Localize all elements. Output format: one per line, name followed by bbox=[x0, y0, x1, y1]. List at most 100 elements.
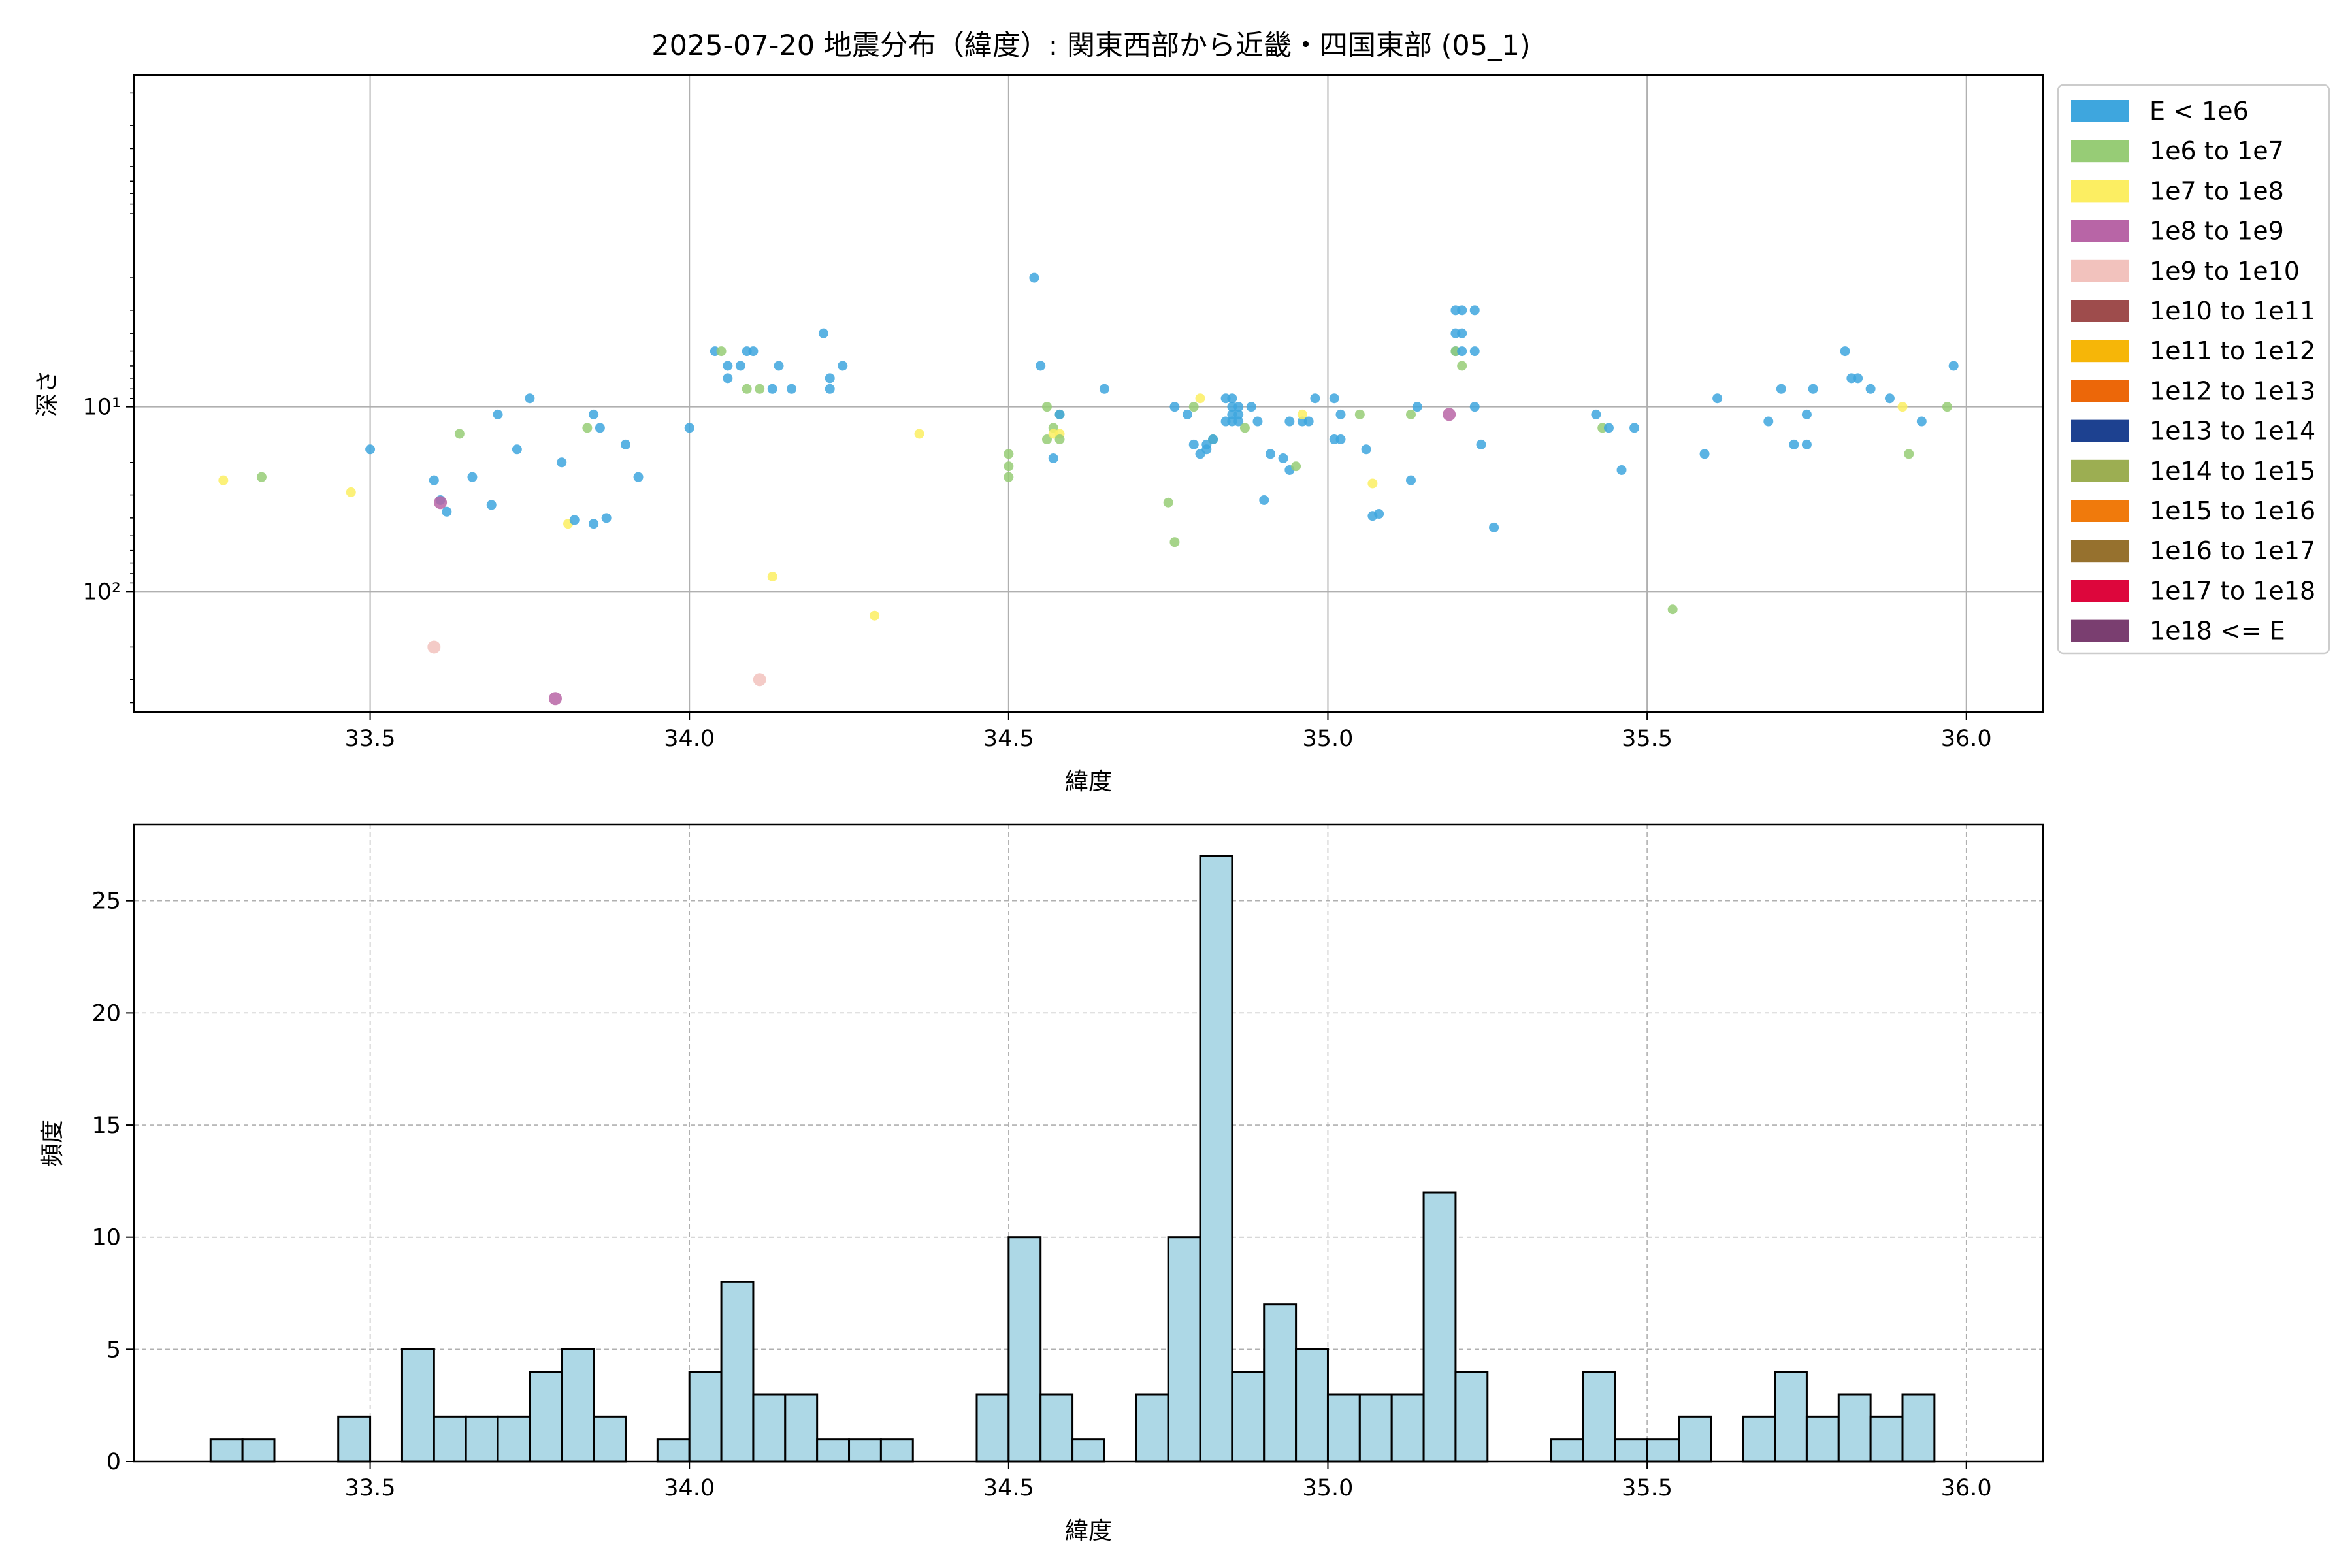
legend-swatch bbox=[2071, 419, 2129, 442]
scatter-point bbox=[1667, 604, 1678, 615]
histogram-bar bbox=[1805, 1415, 1840, 1463]
histogram-x-tick-label: 36.0 bbox=[1941, 1475, 1992, 1501]
scatter-point bbox=[1374, 509, 1384, 519]
legend-label: 1e7 to 1e8 bbox=[2149, 176, 2284, 205]
histogram-bar bbox=[497, 1415, 531, 1463]
scatter-point bbox=[1195, 393, 1205, 404]
scatter-point bbox=[595, 423, 605, 433]
scatter-point bbox=[1354, 409, 1365, 419]
scatter-point bbox=[1169, 402, 1180, 412]
scatter-x-tick-label: 36.0 bbox=[1941, 726, 1992, 752]
legend-label: 1e8 to 1e9 bbox=[2149, 217, 2284, 246]
scatter-point bbox=[434, 496, 448, 510]
histogram-bar bbox=[1454, 1371, 1489, 1463]
scatter-point bbox=[1457, 346, 1467, 357]
scatter-point bbox=[365, 444, 376, 455]
scatter-point bbox=[1297, 409, 1307, 419]
scatter-point bbox=[1303, 416, 1314, 427]
scatter-point bbox=[723, 373, 733, 384]
histogram-x-tick-label: 34.5 bbox=[983, 1475, 1034, 1501]
legend-label: 1e11 to 1e12 bbox=[2149, 336, 2315, 365]
scatter-points bbox=[218, 272, 1959, 706]
scatter-grid bbox=[134, 75, 2043, 712]
legend-swatch bbox=[2071, 580, 2129, 602]
scatter-point bbox=[493, 409, 503, 419]
scatter-x-tick-label: 33.5 bbox=[345, 726, 396, 752]
scatter-point bbox=[1188, 439, 1199, 449]
histogram-bar bbox=[688, 1371, 723, 1463]
scatter-point bbox=[1054, 409, 1065, 419]
legend-swatch bbox=[2071, 380, 2129, 402]
histogram-bar bbox=[1199, 855, 1233, 1463]
histogram-bar bbox=[1167, 1236, 1201, 1463]
scatter-x-tick-label: 35.5 bbox=[1622, 726, 1673, 752]
histogram-bar bbox=[1646, 1438, 1680, 1463]
histogram-x-axis-label: 緯度 bbox=[1065, 1518, 1112, 1544]
scatter-point bbox=[1182, 409, 1192, 419]
legend-swatch bbox=[2071, 459, 2129, 482]
legend-label: 1e6 to 1e7 bbox=[2149, 137, 2284, 165]
scatter-point bbox=[1329, 393, 1339, 404]
scatter-point bbox=[1259, 495, 1269, 505]
histogram-bar bbox=[1358, 1393, 1393, 1463]
scatter-point bbox=[1099, 384, 1109, 394]
scatter-point bbox=[1169, 537, 1180, 547]
histogram-bar bbox=[1614, 1438, 1648, 1463]
scatter-point bbox=[429, 475, 439, 485]
histogram-x-tick-label: 33.5 bbox=[345, 1475, 396, 1501]
scatter-point bbox=[1233, 402, 1244, 412]
scatter-point bbox=[589, 519, 599, 529]
scatter-point bbox=[1884, 393, 1895, 404]
scatter-point bbox=[1942, 402, 1952, 412]
histogram-bar bbox=[593, 1415, 627, 1463]
scatter-point bbox=[633, 472, 644, 482]
histogram-bar bbox=[1582, 1371, 1616, 1463]
scatter-point bbox=[774, 361, 784, 371]
scatter-point bbox=[1004, 461, 1014, 472]
histogram-bar bbox=[975, 1393, 1010, 1463]
scatter-point bbox=[1948, 361, 1959, 371]
scatter-point bbox=[1310, 393, 1320, 404]
scatter-point bbox=[218, 475, 229, 485]
scatter-point bbox=[838, 361, 848, 371]
histogram-y-tick-label: 25 bbox=[91, 889, 121, 915]
scatter-point bbox=[818, 328, 828, 338]
scatter-point bbox=[1897, 402, 1908, 412]
histogram-bar bbox=[752, 1393, 787, 1463]
scatter-point bbox=[1476, 439, 1486, 449]
scatter-point bbox=[1361, 444, 1371, 455]
scatter-point bbox=[1054, 434, 1065, 444]
histogram-x-tick-label: 34.0 bbox=[664, 1475, 715, 1501]
legend-label: 1e10 to 1e11 bbox=[2149, 297, 2315, 325]
scatter-x-tick-label: 34.5 bbox=[983, 726, 1034, 752]
histogram-bar bbox=[1678, 1415, 1712, 1463]
scatter-point bbox=[1406, 409, 1416, 419]
histogram-bar bbox=[1039, 1393, 1074, 1463]
scatter-point bbox=[748, 346, 759, 357]
histogram-y-tick-label: 15 bbox=[91, 1113, 121, 1139]
histogram-bar bbox=[1295, 1348, 1329, 1463]
scatter-point bbox=[620, 439, 630, 449]
scatter-point bbox=[825, 384, 835, 394]
scatter-point bbox=[1406, 475, 1416, 485]
scatter-point bbox=[525, 393, 535, 404]
legend-swatch bbox=[2071, 500, 2129, 522]
histogram-panel: 33.5 34.0 34.5 35.0 35.5 36.0 0 5 10 15 20 25 緯度 頻… bbox=[39, 823, 2044, 1544]
scatter-point bbox=[1801, 439, 1812, 449]
histogram-bar bbox=[209, 1438, 244, 1463]
histogram-x-tick-label: 35.5 bbox=[1622, 1475, 1673, 1501]
legend-swatch bbox=[2071, 180, 2129, 203]
scatter-y-tick-label: 10¹ bbox=[82, 395, 121, 421]
legend-label: 1e14 to 1e15 bbox=[2149, 457, 2315, 485]
scatter-point bbox=[1335, 434, 1346, 444]
scatter-point bbox=[1252, 416, 1263, 427]
scatter-x-tick-label: 35.0 bbox=[1303, 726, 1354, 752]
histogram-y-tick-label: 10 bbox=[91, 1225, 121, 1251]
scatter-point bbox=[1776, 384, 1786, 394]
scatter-point bbox=[1266, 449, 1276, 459]
scatter-point bbox=[1036, 361, 1046, 371]
scatter-point bbox=[1808, 384, 1818, 394]
legend-swatch bbox=[2071, 300, 2129, 322]
legend: E < 1e6 1e6 to 1e7 1e7 to 1e8 1e8 to 1e9 1e9… bbox=[2057, 84, 2330, 655]
